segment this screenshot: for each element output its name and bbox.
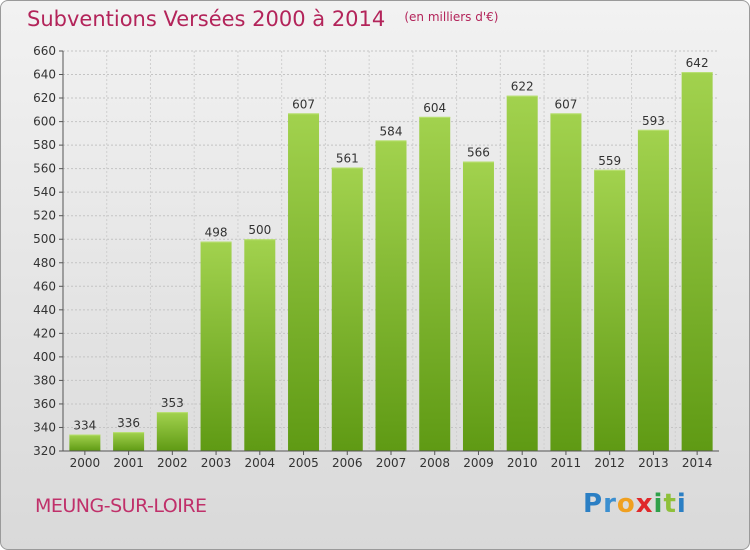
y-tick-label: 600 — [33, 115, 56, 129]
x-tick-label: 2005 — [288, 456, 319, 470]
y-tick-label: 340 — [33, 420, 56, 434]
bar-2009 — [462, 161, 494, 451]
x-tick-label: 2013 — [638, 456, 669, 470]
bar-2012 — [594, 169, 626, 451]
y-tick-label: 460 — [33, 279, 56, 293]
y-tick-label: 480 — [33, 256, 56, 270]
x-tick-label: 2011 — [551, 456, 582, 470]
y-tick-label: 440 — [33, 303, 56, 317]
data-label: 353 — [161, 396, 184, 410]
bar-2000 — [69, 434, 101, 451]
x-tick-label: 2001 — [113, 456, 144, 470]
data-label: 336 — [117, 416, 140, 430]
x-tick-label: 2014 — [682, 456, 713, 470]
town-name: MEUNG-SUR-LOIRE — [35, 495, 207, 517]
axes: 320 340 360 380 400 420 440 460 480 500 520 540 560 5… — [33, 44, 719, 470]
y-tick-label: 540 — [33, 185, 56, 199]
y-tick-label: 660 — [33, 44, 56, 58]
chart-subtitle: (en milliers d'€) — [404, 10, 499, 24]
x-tick-label: 2009 — [463, 456, 494, 470]
x-tick-label: 2006 — [332, 456, 363, 470]
bars — [69, 72, 713, 452]
y-tick-label: 420 — [33, 326, 56, 340]
y-tick-label: 520 — [33, 209, 56, 223]
bar-2007 — [375, 140, 407, 452]
bar-2001 — [113, 432, 145, 451]
data-label: 566 — [467, 146, 490, 160]
logo-letter: r — [603, 489, 617, 519]
data-label: 559 — [598, 154, 621, 168]
logo-letter: i — [653, 489, 664, 519]
data-label: 584 — [380, 124, 403, 138]
x-tick-label: 2003 — [201, 456, 232, 470]
data-label: 498 — [205, 226, 228, 240]
y-tick-label: 320 — [33, 444, 56, 458]
logo-letter: x — [635, 489, 654, 519]
data-label: 607 — [292, 97, 315, 111]
x-tick-label: 2000 — [70, 456, 101, 470]
bar-2010 — [506, 95, 538, 452]
x-tick-label: 2010 — [507, 456, 538, 470]
bar-2005 — [288, 113, 320, 452]
logo-letter: i — [676, 489, 687, 519]
data-labels: 334 336 353 498 500 607 561 584 604 566 622 607 559 5… — [73, 56, 708, 432]
y-tick-label: 560 — [33, 162, 56, 176]
bar-2014 — [681, 72, 713, 452]
x-tick-label: 2002 — [157, 456, 188, 470]
bar-2006 — [331, 167, 363, 451]
logo-letter: o — [616, 489, 636, 519]
x-tick-label: 2007 — [376, 456, 407, 470]
y-tick-label: 360 — [33, 397, 56, 411]
chart-title: Subventions Versées 2000 à 2014 — [27, 7, 386, 31]
y-tick-label: 380 — [33, 373, 56, 387]
logo-letter: t — [663, 489, 677, 519]
y-tick-label: 580 — [33, 138, 56, 152]
data-label: 334 — [73, 419, 96, 433]
bar-2011 — [550, 113, 582, 452]
y-tick-label: 640 — [33, 68, 56, 82]
data-label: 593 — [642, 114, 665, 128]
logo-letter: P — [583, 489, 604, 519]
data-label: 604 — [423, 101, 446, 115]
data-label: 622 — [511, 80, 534, 94]
y-tick-label: 500 — [33, 232, 56, 246]
data-label: 500 — [248, 223, 271, 237]
bar-2002 — [156, 412, 188, 451]
bar-2013 — [637, 129, 669, 451]
data-label: 561 — [336, 151, 359, 165]
x-tick-label: 2012 — [594, 456, 625, 470]
y-tick-label: 400 — [33, 350, 56, 364]
x-tick-label: 2004 — [245, 456, 276, 470]
title-row: Subventions Versées 2000 à 2014 (en mill… — [27, 7, 498, 31]
data-label: 642 — [686, 56, 709, 70]
bar-2003 — [200, 241, 232, 451]
proxiti-logo[interactable]: Proxiti — [583, 489, 687, 519]
x-tick-label: 2008 — [419, 456, 450, 470]
bar-2008 — [419, 116, 451, 451]
y-tick-label: 620 — [33, 91, 56, 105]
data-label: 607 — [554, 97, 577, 111]
bar-2004 — [244, 239, 276, 451]
